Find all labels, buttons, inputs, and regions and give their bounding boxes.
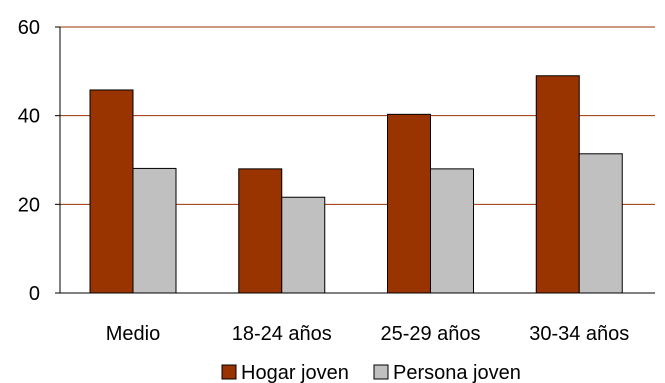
x-tick-label: 25-29 años <box>380 323 480 345</box>
x-tick-label: 18-24 años <box>232 323 332 345</box>
y-tick-label: 0 <box>29 283 40 305</box>
legend-label: Hogar joven <box>241 362 349 383</box>
y-axis: 0 20 40 60 <box>18 17 61 305</box>
legend-swatch <box>221 364 237 380</box>
x-tick-label: 30-34 años <box>529 323 629 345</box>
legend-swatch <box>373 364 389 380</box>
y-tick-label: 20 <box>18 194 40 216</box>
bar-hogar-joven <box>89 89 134 294</box>
bar-hogar-joven <box>387 113 431 294</box>
bar-hogar-joven <box>535 75 580 294</box>
y-tick-label: 60 <box>18 17 40 39</box>
bar-persona-joven <box>430 168 474 294</box>
legend: Hogar joven Persona joven <box>221 362 521 383</box>
bar-persona-joven <box>281 196 326 294</box>
bars <box>89 75 623 294</box>
x-tick-label: Medio <box>106 323 160 345</box>
bar-persona-joven <box>578 153 623 294</box>
bar-hogar-joven <box>238 168 283 294</box>
bar-persona-joven <box>132 167 177 294</box>
y-tick-label: 40 <box>18 106 40 128</box>
x-axis: Medio 18-24 años 25-29 años 30-34 años <box>60 292 655 345</box>
legend-label: Persona joven <box>393 362 521 383</box>
